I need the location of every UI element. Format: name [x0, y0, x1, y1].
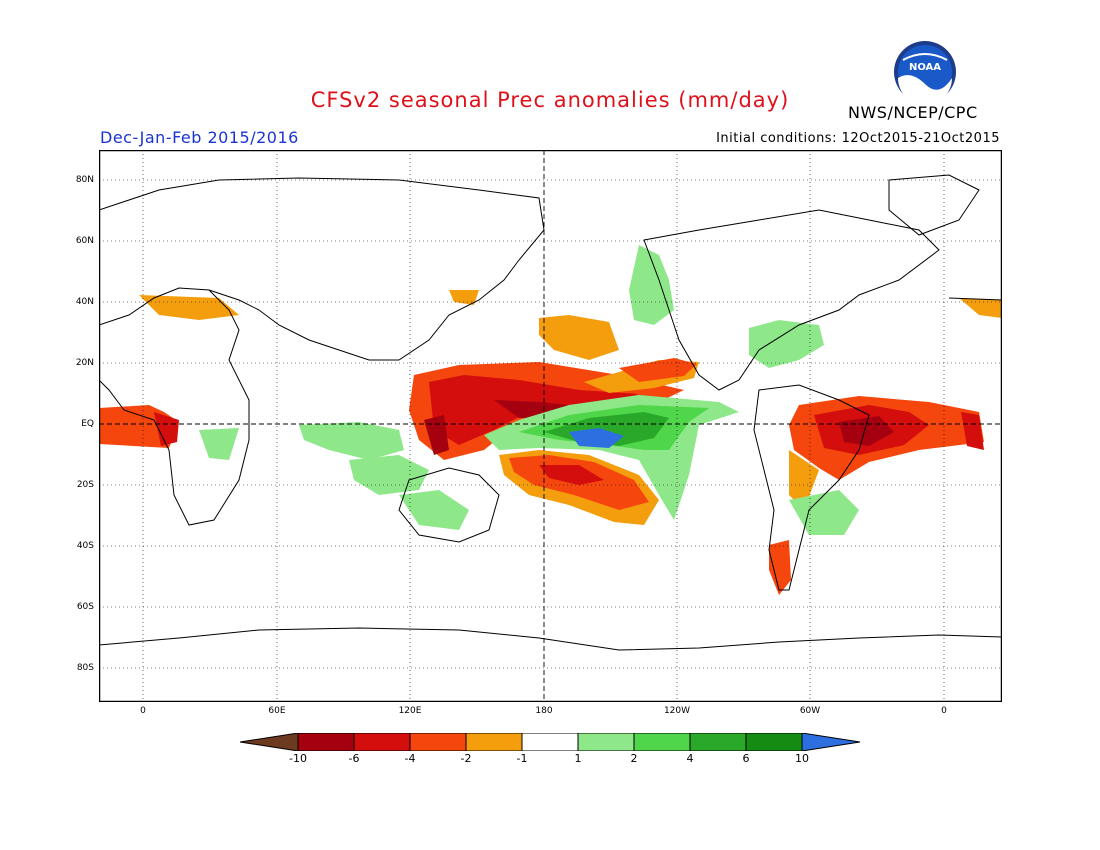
lat-label: 20N [75, 358, 94, 368]
lon-label: 180 [535, 706, 553, 716]
colorbar-segment [240, 733, 299, 751]
colorbar-segment [577, 733, 635, 751]
logo-text: NOAA [909, 62, 941, 73]
lat-label: 40N [75, 297, 94, 307]
lon-label: 0 [941, 706, 947, 716]
noaa-logo-icon: NOAA [893, 40, 957, 105]
lat-label: EQ [81, 419, 94, 429]
lat-label: 60N [75, 236, 94, 246]
colorbar [240, 733, 862, 751]
colorbar-label: 1 [574, 752, 582, 765]
lon-label: 120W [663, 706, 691, 716]
colorbar-segment [745, 733, 803, 751]
lon-label: 60E [268, 706, 286, 716]
agency-label: NWS/NCEP/CPC [848, 103, 978, 122]
map-title: CFSv2 seasonal Prec anomalies (mm/day) [310, 88, 790, 112]
colorbar-segment [689, 733, 747, 751]
colorbar-label: -6 [348, 752, 360, 765]
colorbar-label: -10 [289, 752, 307, 765]
lon-label: 60W [799, 706, 821, 716]
lat-label: 60S [76, 602, 94, 612]
colorbar-label: -4 [404, 752, 416, 765]
equator-dateline [99, 150, 1002, 702]
colorbar-segment [801, 733, 861, 751]
season-label: Dec-Jan-Feb 2015/2016 [100, 128, 299, 147]
colorbar-label: -2 [460, 752, 472, 765]
colorbar-segment [297, 733, 355, 751]
lat-label: 80N [75, 175, 94, 185]
lat-lon-grid [99, 150, 1002, 702]
lon-label: 0 [140, 706, 146, 716]
lon-label: 120E [398, 706, 422, 716]
precip-anomaly-map [99, 150, 1002, 702]
colorbar-segment [409, 733, 467, 751]
colorbar-label: 6 [742, 752, 750, 765]
colorbar-label: 10 [795, 752, 809, 765]
colorbar-segment [465, 733, 523, 751]
colorbar-label: 4 [686, 752, 694, 765]
coastlines [99, 174, 1002, 651]
lat-label: 40S [76, 541, 94, 551]
colorbar-label: 2 [630, 752, 638, 765]
anomaly-shading [99, 245, 1002, 595]
colorbar-segment [633, 733, 691, 751]
lat-label: 80S [76, 663, 94, 673]
colorbar-label: -1 [516, 752, 528, 765]
initial-conditions-label: Initial conditions: 12Oct2015-21Oct2015 [716, 131, 1000, 146]
colorbar-segment [521, 733, 579, 751]
colorbar-segment [353, 733, 411, 751]
lat-label: 20S [76, 480, 94, 490]
